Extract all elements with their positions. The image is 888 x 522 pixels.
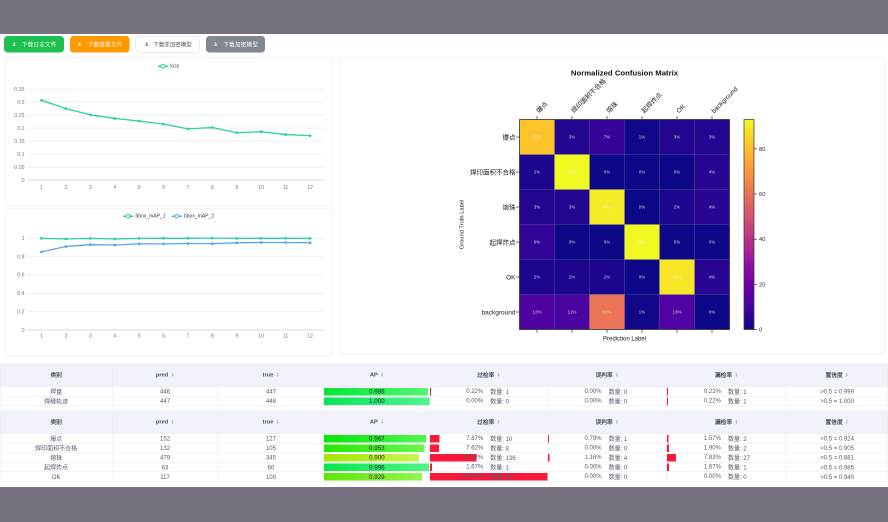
svg-text:1: 1 (40, 334, 43, 340)
svg-text:6: 6 (162, 334, 165, 340)
svg-text:0.25: 0.25 (14, 113, 24, 119)
svg-text:1%: 1% (639, 310, 646, 315)
svg-text:4%: 4% (709, 205, 716, 210)
svg-text:0.4: 0.4 (17, 291, 24, 297)
svg-text:10: 10 (258, 334, 264, 340)
svg-text:80: 80 (759, 147, 765, 153)
svg-text:0%: 0% (639, 205, 646, 210)
svg-text:焊印面积不合格: 焊印面积不合格 (470, 167, 516, 176)
svg-text:3: 3 (89, 334, 92, 340)
svg-text:3%: 3% (569, 135, 576, 140)
svg-text:11: 11 (283, 334, 289, 340)
svg-text:8: 8 (211, 334, 214, 340)
svg-text:20: 20 (759, 282, 765, 288)
svg-text:0: 0 (22, 178, 25, 184)
svg-text:2: 2 (64, 334, 67, 340)
svg-text:Ground Truth Label: Ground Truth Label (460, 200, 466, 250)
svg-text:0: 0 (22, 328, 25, 334)
svg-text:10: 10 (258, 185, 264, 191)
svg-text:1: 1 (22, 236, 25, 242)
svg-text:6: 6 (162, 185, 165, 191)
svg-text:2%: 2% (674, 205, 681, 210)
svg-text:爆点: 爆点 (503, 132, 517, 141)
svg-text:83%: 83% (532, 135, 541, 140)
svg-text:0%: 0% (604, 240, 611, 245)
svg-text:background: background (482, 309, 516, 316)
svg-text:60: 60 (759, 192, 765, 198)
svg-text:3%: 3% (569, 205, 576, 210)
svg-text:8: 8 (211, 185, 214, 191)
svg-text:4%: 4% (709, 275, 716, 280)
svg-text:13%: 13% (672, 310, 681, 315)
svg-text:0.6: 0.6 (17, 273, 24, 279)
svg-text:0%: 0% (639, 275, 646, 280)
svg-text:3: 3 (89, 185, 92, 191)
svg-text:7: 7 (186, 334, 189, 340)
svg-text:0.35: 0.35 (14, 87, 24, 93)
svg-text:1%: 1% (639, 135, 646, 140)
svg-text:0%: 0% (709, 310, 716, 315)
svg-text:Normalized Confusion Matrix: Normalized Confusion Matrix (571, 69, 679, 78)
svg-text:熔珠: 熔珠 (604, 99, 620, 115)
svg-text:4: 4 (113, 185, 116, 191)
svg-text:0.8: 0.8 (17, 254, 24, 260)
svg-text:0%: 0% (709, 240, 716, 245)
svg-text:61%: 61% (602, 310, 611, 315)
svg-text:5: 5 (138, 185, 141, 191)
svg-text:11: 11 (283, 185, 289, 191)
svg-text:0: 0 (759, 328, 762, 334)
svg-text:OK: OK (506, 274, 516, 281)
svg-text:0.3: 0.3 (17, 100, 24, 106)
svg-text:1: 1 (40, 185, 43, 191)
svg-text:93%: 93% (567, 170, 576, 175)
svg-text:0.1: 0.1 (17, 152, 24, 158)
svg-text:3%: 3% (674, 135, 681, 140)
svg-text:2%: 2% (534, 275, 541, 280)
svg-text:0.2: 0.2 (17, 309, 24, 315)
svg-text:12: 12 (307, 185, 313, 191)
svg-text:熔珠: 熔珠 (503, 202, 517, 211)
svg-text:起焊炸点: 起焊炸点 (639, 90, 664, 115)
svg-text:0%: 0% (604, 170, 611, 175)
svg-text:90%: 90% (602, 205, 611, 210)
svg-text:3%: 3% (709, 135, 716, 140)
svg-text:2: 2 (64, 185, 67, 191)
svg-text:2%: 2% (604, 275, 611, 280)
svg-text:9: 9 (235, 185, 238, 191)
svg-text:Prediction Label: Prediction Label (603, 337, 646, 343)
svg-text:12%: 12% (532, 310, 541, 315)
svg-text:OK: OK (675, 103, 687, 115)
svg-text:2%: 2% (569, 275, 576, 280)
svg-text:5: 5 (138, 334, 141, 340)
svg-text:0.2: 0.2 (17, 126, 24, 132)
svg-text:0.15: 0.15 (14, 139, 24, 145)
svg-text:焊印面积不合格: 焊印面积不合格 (569, 76, 608, 115)
svg-text:40: 40 (759, 237, 765, 243)
svg-text:93%: 93% (637, 240, 646, 245)
svg-text:89%: 89% (672, 275, 681, 280)
svg-text:7: 7 (186, 185, 189, 191)
svg-text:爆点: 爆点 (534, 99, 550, 115)
svg-text:0%: 0% (639, 170, 646, 175)
svg-text:4: 4 (113, 334, 116, 340)
svg-text:6%: 6% (534, 240, 541, 245)
svg-text:0.05: 0.05 (14, 165, 24, 171)
svg-text:7%: 7% (604, 135, 611, 140)
svg-text:2%: 2% (534, 170, 541, 175)
svg-text:4%: 4% (709, 170, 716, 175)
svg-text:起焊炸点: 起焊炸点 (490, 237, 517, 246)
svg-text:3%: 3% (534, 205, 541, 210)
svg-text:12: 12 (307, 334, 313, 340)
svg-text:9: 9 (235, 334, 238, 340)
svg-text:0%: 0% (674, 240, 681, 245)
svg-text:11%: 11% (568, 310, 577, 315)
svg-text:0%: 0% (569, 240, 576, 245)
svg-text:0%: 0% (674, 170, 681, 175)
svg-text:background: background (710, 86, 739, 115)
